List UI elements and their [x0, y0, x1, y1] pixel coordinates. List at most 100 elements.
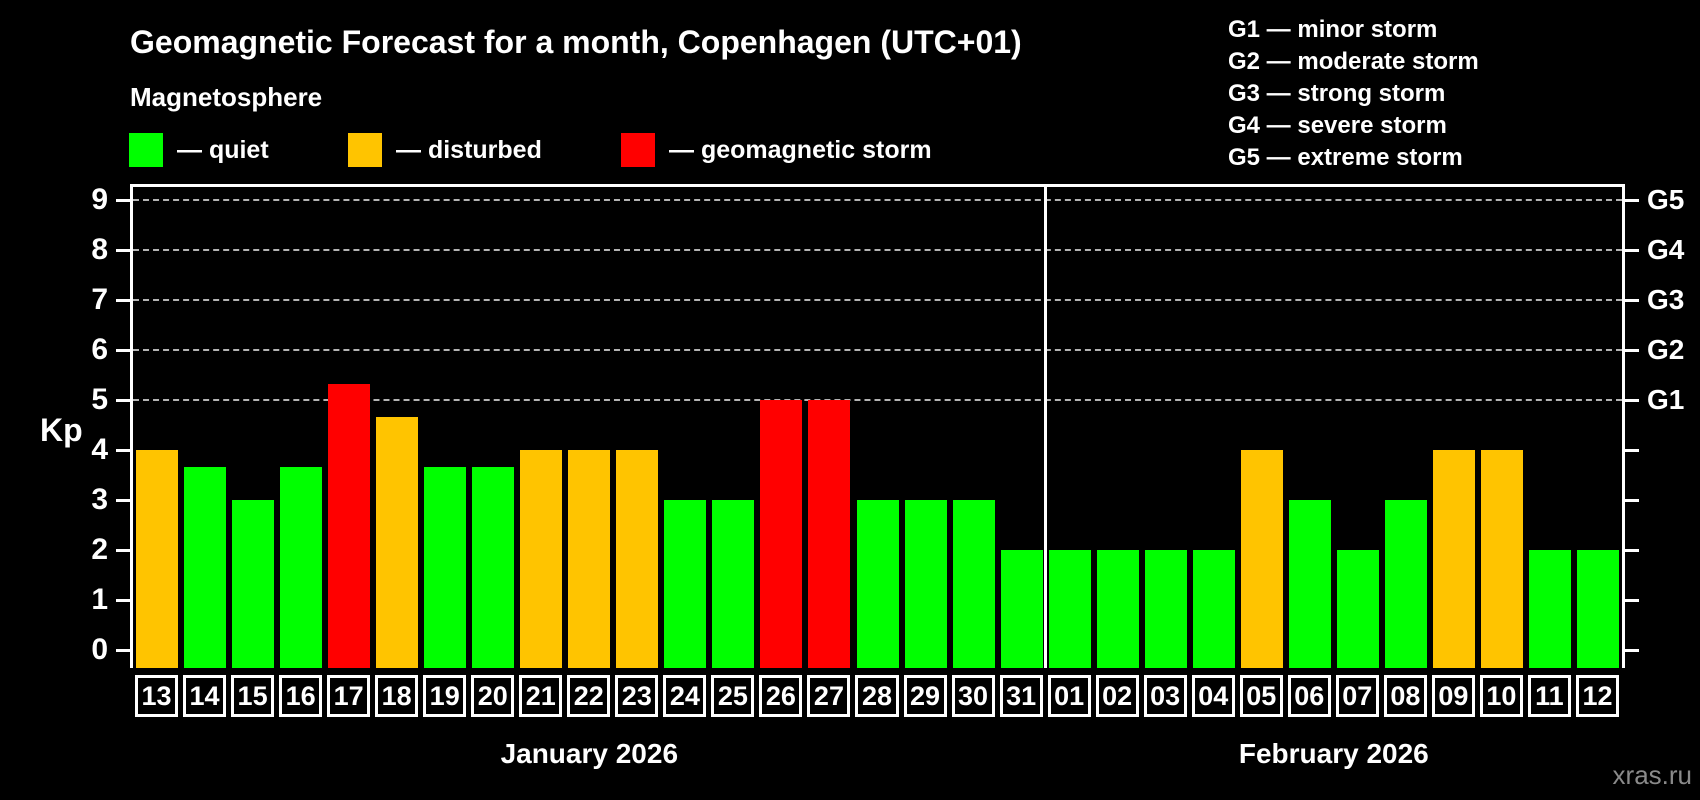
y-tick-left-9	[116, 199, 130, 202]
y-tick-label-7: 7	[91, 283, 108, 316]
y-tick-right-1	[1625, 599, 1639, 602]
day-label: 04	[1198, 680, 1229, 711]
day-label: 29	[910, 680, 941, 711]
day-label: 20	[477, 680, 508, 711]
y-tick-left-0	[116, 649, 130, 652]
kp-bar-day-25	[712, 500, 755, 668]
day-label-box: 02	[1095, 675, 1139, 717]
disturbed-color-swatch	[348, 133, 382, 167]
day-label: 15	[237, 680, 268, 711]
storm-scale-g3: G3 — strong storm	[1228, 80, 1446, 107]
y-tick-right-7	[1625, 299, 1639, 302]
day-label: 14	[189, 680, 220, 711]
kp-bar-day-31	[1000, 550, 1043, 668]
legend-label-quiet: — quiet	[177, 135, 269, 164]
day-label: 31	[1006, 680, 1037, 711]
y-tick-right-2	[1625, 549, 1639, 552]
legend-item-quiet: — quiet	[129, 133, 269, 167]
day-label-box: 18	[375, 675, 419, 717]
legend-label-storm: — geomagnetic storm	[669, 135, 932, 164]
day-label: 12	[1582, 680, 1613, 711]
day-label-box: 05	[1239, 675, 1283, 717]
kp-bar-day-16	[280, 466, 323, 668]
y-tick-label-2: 2	[91, 533, 108, 566]
day-label-box: 31	[999, 675, 1043, 717]
y-tick-left-3	[116, 499, 130, 502]
storm-scale-g4: G4 — severe storm	[1228, 112, 1447, 139]
y-tick-label-4: 4	[91, 433, 108, 466]
day-label-box: 14	[183, 675, 227, 717]
kp-bar-day-19	[424, 466, 467, 668]
watermark: xras.ru	[1612, 760, 1692, 790]
kp-bar-day-20	[472, 466, 515, 668]
day-label-box: 29	[903, 675, 947, 717]
y-tick-right-0	[1625, 649, 1639, 652]
y-tick-right-4	[1625, 449, 1639, 452]
y-tick-right-5	[1625, 399, 1639, 402]
kp-bar-day-17	[328, 383, 371, 668]
y-tick-right-3	[1625, 499, 1639, 502]
gridline-kp9	[133, 199, 1622, 201]
kp-bar-day-30	[952, 500, 995, 668]
kp-bar-day-26	[760, 400, 803, 668]
y-tick-label-5: 5	[91, 383, 108, 416]
day-label: 27	[813, 680, 844, 711]
chart-subtitle: Magnetosphere	[130, 82, 323, 112]
day-label: 23	[621, 680, 652, 711]
kp-bar-day-13	[136, 450, 179, 668]
day-label: 03	[1150, 680, 1181, 711]
day-label-box: 07	[1335, 675, 1379, 717]
kp-bar-day-18	[376, 416, 419, 668]
month-label: February 2026	[1238, 738, 1429, 769]
day-label: 22	[573, 680, 604, 711]
y-tick-left-2	[116, 549, 130, 552]
quiet-color-swatch	[129, 133, 163, 167]
day-label-box: 01	[1047, 675, 1091, 717]
day-label: 07	[1342, 680, 1373, 711]
day-label-box: 03	[1143, 675, 1187, 717]
storm-scale-g1: G1 — minor storm	[1228, 16, 1438, 43]
day-label: 19	[429, 680, 460, 711]
month-label: January 2026	[500, 738, 679, 769]
y-tick-right-8	[1625, 249, 1639, 252]
storm-scale-g5: G5 — extreme storm	[1228, 144, 1463, 171]
y-tick-label-1: 1	[91, 583, 108, 616]
gridline-kp5	[133, 399, 1622, 401]
day-label: 21	[525, 680, 556, 711]
y-tick-left-7	[116, 299, 130, 302]
kp-bar-day-07	[1336, 550, 1379, 668]
gridline-kp8	[133, 249, 1622, 251]
storm-scale-legend: G1 — minor storm G2 — moderate storm G3 …	[1228, 14, 1479, 174]
kp-bar-day-29	[904, 500, 947, 668]
day-label: 28	[861, 680, 892, 711]
y-tick-left-4	[116, 449, 130, 452]
day-label-box: 06	[1287, 675, 1331, 717]
kp-bar-day-15	[232, 500, 275, 668]
day-label: 24	[669, 680, 700, 711]
day-label-box: 19	[423, 675, 467, 717]
y-tick-label-6: 6	[91, 333, 108, 366]
day-label-box: 12	[1575, 675, 1619, 717]
day-label-box: 21	[519, 675, 563, 717]
y-tick-label-9: 9	[91, 183, 108, 216]
day-label-box: 22	[567, 675, 611, 717]
kp-bar-day-28	[856, 500, 899, 668]
day-label-box: 20	[471, 675, 515, 717]
day-label: 16	[285, 680, 316, 711]
day-label: 06	[1294, 680, 1325, 711]
y-tick-left-1	[116, 599, 130, 602]
month-divider	[1044, 187, 1048, 668]
day-label-box: 09	[1431, 675, 1475, 717]
kp-bar-day-22	[568, 450, 611, 668]
y-tick-left-6	[116, 349, 130, 352]
y-tick-left-5	[116, 399, 130, 402]
kp-bar-day-27	[808, 400, 851, 668]
kp-bar-day-05	[1240, 450, 1283, 668]
day-label: 10	[1486, 680, 1517, 711]
y-tick-label-8: 8	[91, 233, 108, 266]
kp-bar-day-21	[520, 450, 563, 668]
day-label: 08	[1390, 680, 1421, 711]
storm-scale-g2: G2 — moderate storm	[1228, 48, 1479, 75]
kp-bar-day-02	[1096, 550, 1139, 668]
y-axis-title: Kp	[40, 412, 83, 448]
